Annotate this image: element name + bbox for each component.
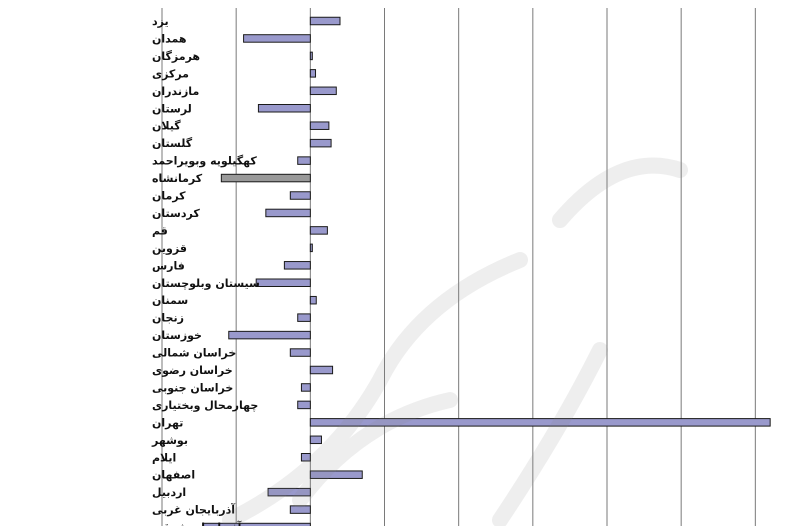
bar	[289, 191, 311, 200]
category-label: آذربایجان غربی	[152, 503, 235, 517]
category-label: لرستان	[152, 102, 192, 115]
bar	[202, 522, 311, 526]
category-label: اصفهان	[152, 469, 195, 482]
bar	[297, 313, 311, 322]
bar	[309, 470, 363, 479]
bars	[202, 16, 771, 526]
category-label: زنجان	[152, 312, 184, 325]
category-label: یزد	[152, 15, 169, 28]
category-label: مازندران	[152, 85, 199, 98]
category-label: خراسان شمالی	[152, 347, 236, 360]
category-label: چهارمحال وبختیاری	[152, 399, 258, 412]
bar	[257, 104, 311, 113]
category-label: سیستان وبلوچستان	[152, 277, 260, 290]
category-label: خوزستان	[152, 329, 202, 342]
bar	[309, 226, 328, 235]
bar	[309, 435, 322, 445]
category-label: خراسان جنوبی	[152, 381, 233, 394]
bar	[220, 173, 311, 183]
category-label: آذربایجان شرقی	[152, 520, 242, 526]
bar	[309, 86, 337, 96]
bar	[289, 348, 311, 357]
category-label: اردبیل	[152, 486, 186, 499]
gridlines	[161, 8, 756, 526]
category-label: کرمانشاه	[152, 172, 203, 185]
category-label: خراسان رضوی	[152, 364, 233, 377]
category-label: قزوین	[152, 242, 187, 255]
category-label: هرمزگان	[152, 50, 200, 63]
bar	[297, 156, 311, 165]
bar	[243, 34, 311, 43]
bar	[309, 69, 317, 78]
category-label: کهگیلویه وبویراحمد	[152, 155, 257, 168]
category-label: ایلام	[152, 451, 176, 464]
bar	[289, 505, 311, 514]
bar	[300, 383, 311, 392]
bar	[309, 51, 313, 61]
bar	[300, 453, 311, 462]
bar	[297, 400, 311, 410]
category-label: مرکزی	[152, 67, 189, 80]
bar	[309, 295, 317, 305]
category-labels: یزد همدان هرمزگان مرکزی مازندران لرستان گیلان گ…	[151, 15, 260, 526]
bar	[309, 138, 332, 148]
bar	[309, 16, 341, 26]
bar	[255, 278, 311, 287]
category-label: گلستان	[152, 137, 193, 150]
bar	[309, 365, 334, 375]
bar	[283, 261, 311, 270]
category-label: کردستان	[152, 207, 200, 220]
category-label: فارس	[152, 259, 185, 272]
category-label: همدان	[152, 32, 187, 45]
bar	[267, 487, 311, 497]
category-label: سمنان	[152, 294, 188, 307]
category-label: قم	[152, 224, 168, 237]
bar	[309, 418, 771, 427]
category-label: کرمان	[152, 190, 186, 203]
bar	[228, 330, 311, 340]
bar	[309, 243, 313, 253]
bar	[309, 121, 330, 130]
category-label: بوشهر	[151, 434, 188, 447]
category-label: تهران	[152, 416, 183, 429]
category-label: گیلان	[152, 120, 181, 133]
bar	[265, 208, 311, 218]
